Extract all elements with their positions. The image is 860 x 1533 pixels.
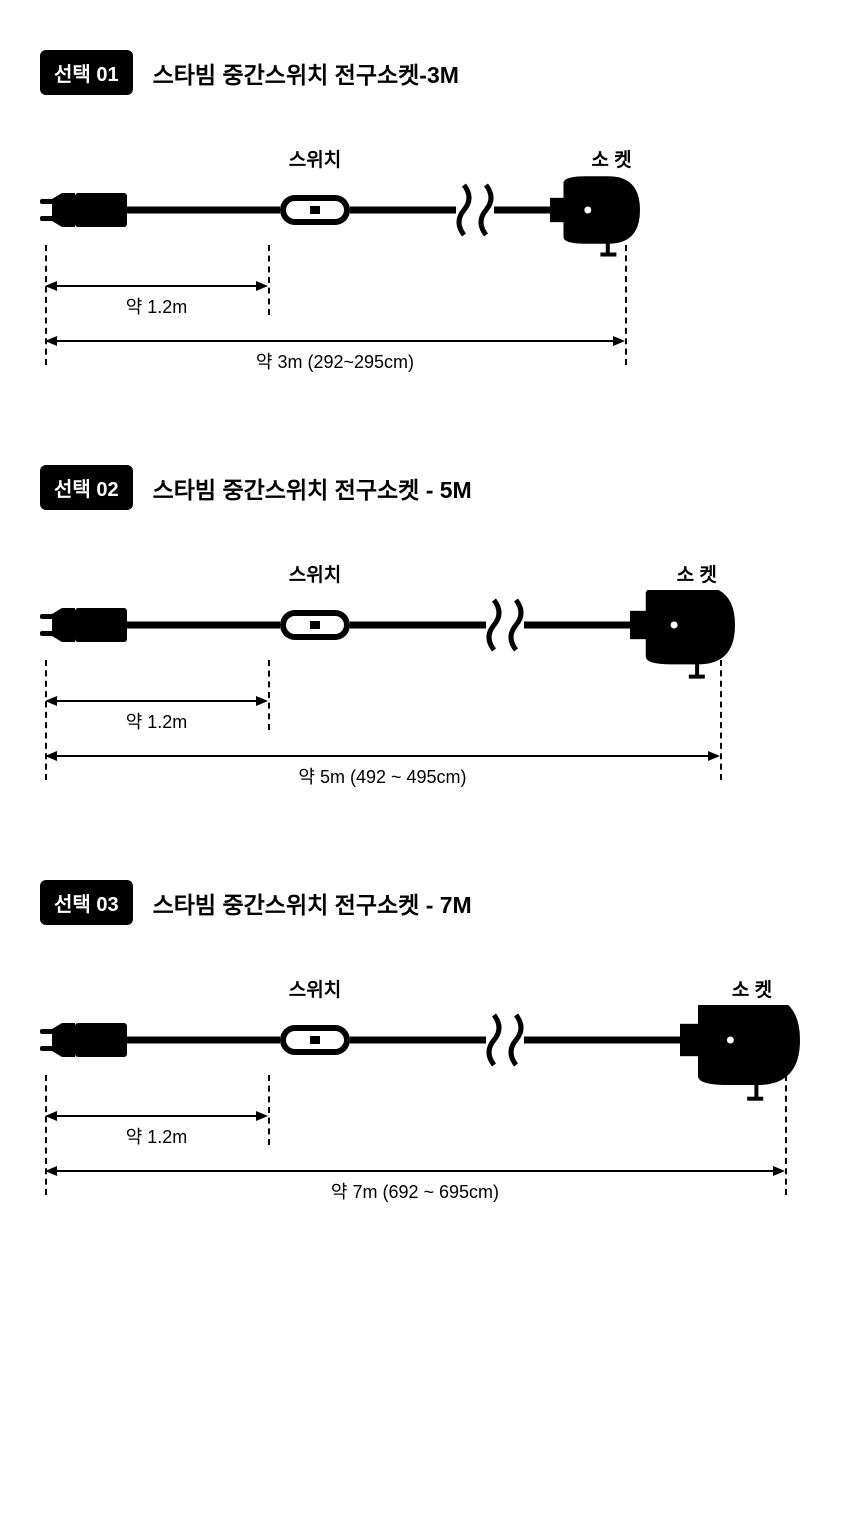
option-badge: 선택 01	[40, 50, 133, 95]
option-title: 스타빔 중간스위치 전구소켓 - 5M	[153, 471, 472, 505]
dimension-full-label: 약 7m (692 ~ 695cm)	[45, 1178, 785, 1204]
switch-icon	[280, 195, 350, 225]
plug-icon	[40, 1023, 127, 1057]
option-badge: 선택 02	[40, 465, 133, 510]
socket-label: 소 켓	[582, 145, 642, 172]
dimension-full-label: 약 5m (492 ~ 495cm)	[45, 763, 720, 789]
cable-break-icon	[459, 185, 491, 235]
dim-marker	[785, 1075, 787, 1195]
plug-icon	[40, 608, 127, 642]
switch-label: 스위치	[285, 975, 345, 1002]
option-badge: 선택 03	[40, 880, 133, 925]
cable-break-icon	[489, 600, 521, 650]
dimension-short-label: 약 1.2m	[45, 1123, 268, 1149]
cable-illustration	[40, 175, 670, 285]
option-header: 선택 01 스타빔 중간스위치 전구소켓-3M	[40, 50, 820, 95]
dim-marker	[625, 245, 627, 365]
switch-label: 스위치	[285, 145, 345, 172]
dim-marker	[720, 660, 722, 780]
option-header: 선택 02 스타빔 중간스위치 전구소켓 - 5M	[40, 465, 820, 510]
plug-icon	[40, 193, 127, 227]
dim-marker	[268, 1075, 270, 1145]
cable-diagram: 스위치 소 켓	[40, 145, 670, 385]
cable-diagram: 스위치 소 켓	[40, 975, 840, 1215]
socket-label: 소 켓	[667, 560, 727, 587]
option-header: 선택 03 스타빔 중간스위치 전구소켓 - 7M	[40, 880, 820, 925]
cable-illustration	[40, 590, 770, 700]
option-section-1: 선택 01 스타빔 중간스위치 전구소켓-3M 스위치 소 켓	[0, 30, 860, 445]
cable-illustration	[40, 1005, 840, 1115]
option-section-2: 선택 02 스타빔 중간스위치 전구소켓 - 5M 스위치 소 켓	[0, 445, 860, 860]
dim-marker	[268, 660, 270, 730]
cable-diagram: 스위치 소 켓	[40, 560, 770, 800]
option-title: 스타빔 중간스위치 전구소켓 - 7M	[153, 886, 472, 920]
socket-label: 소 켓	[722, 975, 782, 1002]
dimension-short-label: 약 1.2m	[45, 293, 268, 319]
socket-icon	[680, 1005, 800, 1101]
cable-break-icon	[489, 1015, 521, 1065]
option-title: 스타빔 중간스위치 전구소켓-3M	[153, 56, 459, 90]
switch-icon	[280, 610, 350, 640]
dimension-short-label: 약 1.2m	[45, 708, 268, 734]
switch-label: 스위치	[285, 560, 345, 587]
option-section-3: 선택 03 스타빔 중간스위치 전구소켓 - 7M 스위치 소 켓	[0, 860, 860, 1275]
switch-icon	[280, 1025, 350, 1055]
dim-marker	[268, 245, 270, 315]
dimension-full-label: 약 3m (292~295cm)	[45, 348, 625, 374]
